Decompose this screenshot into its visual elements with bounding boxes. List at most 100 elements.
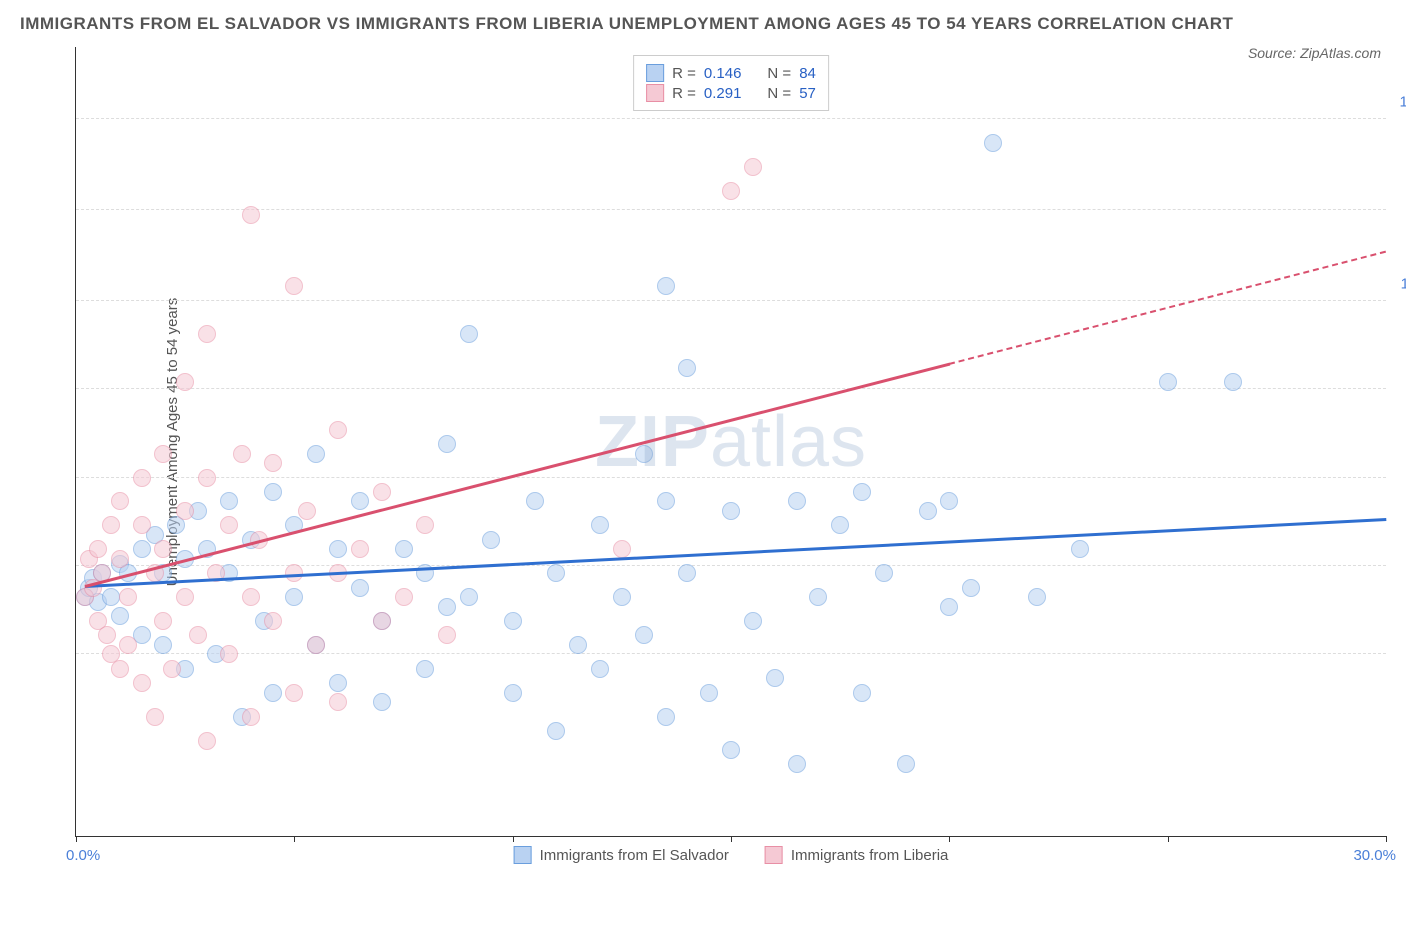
legend-swatch-blue [514,846,532,864]
scatter-point [285,277,303,295]
watermark: ZIPatlas [595,401,867,483]
x-tick [1386,836,1387,842]
scatter-point [678,564,696,582]
scatter-point [98,626,116,644]
plot-area: ZIPatlas R = 0.146 N = 84 R = 0.291 N = … [75,47,1386,837]
legend-swatch-pink [646,84,664,102]
scatter-point [163,660,181,678]
scatter-point [875,564,893,582]
gridline [76,388,1386,389]
scatter-point [102,588,120,606]
scatter-point [111,660,129,678]
legend-swatch-pink [765,846,783,864]
scatter-point [416,660,434,678]
scatter-point [119,636,137,654]
scatter-point [220,645,238,663]
legend-item: Immigrants from Liberia [765,846,949,864]
scatter-point [329,421,347,439]
scatter-point [298,502,316,520]
scatter-point [591,660,609,678]
scatter-point [853,684,871,702]
legend-stats-row: R = 0.146 N = 84 [646,64,816,82]
scatter-point [613,588,631,606]
scatter-point [744,158,762,176]
legend-stats: R = 0.146 N = 84 R = 0.291 N = 57 [633,55,829,111]
x-tick [1168,836,1169,842]
y-tick-label: 7.5% [1392,452,1406,469]
scatter-point [351,540,369,558]
x-axis-min-label: 0.0% [66,847,100,864]
legend-stats-row: R = 0.291 N = 57 [646,84,816,102]
scatter-point [264,612,282,630]
n-label: N = [767,65,791,82]
x-tick [76,836,77,842]
legend-item: Immigrants from El Salvador [514,846,729,864]
scatter-point [133,469,151,487]
scatter-point [351,579,369,597]
scatter-point [613,540,631,558]
scatter-point [919,502,937,520]
scatter-point [329,540,347,558]
scatter-point [1071,540,1089,558]
scatter-point [242,588,260,606]
scatter-point [657,492,675,510]
scatter-point [744,612,762,630]
gridline [76,118,1386,119]
scatter-point [722,502,740,520]
scatter-point [111,550,129,568]
scatter-point [1224,373,1242,391]
scatter-point [416,516,434,534]
legend-swatch-blue [646,64,664,82]
trend-line [949,251,1386,365]
scatter-point [154,540,172,558]
scatter-point [504,612,522,630]
r-value-pink: 0.291 [704,85,742,102]
scatter-point [373,483,391,501]
x-tick [731,836,732,842]
scatter-point [198,469,216,487]
scatter-point [438,598,456,616]
scatter-point [853,483,871,501]
scatter-point [198,325,216,343]
scatter-point [220,516,238,534]
scatter-point [351,492,369,510]
legend-series: Immigrants from El Salvador Immigrants f… [514,846,949,864]
scatter-point [133,674,151,692]
scatter-point [264,684,282,702]
scatter-point [198,732,216,750]
scatter-point [233,445,251,463]
scatter-point [176,502,194,520]
scatter-point [460,325,478,343]
scatter-point [285,588,303,606]
scatter-point [547,722,565,740]
x-tick [294,836,295,842]
scatter-point [242,206,260,224]
scatter-point [119,588,137,606]
scatter-point [102,516,120,534]
scatter-point [154,445,172,463]
scatter-point [700,684,718,702]
scatter-point [176,373,194,391]
scatter-point [482,531,500,549]
x-tick [949,836,950,842]
scatter-point [1028,588,1046,606]
y-tick-label: 3.8% [1392,629,1406,646]
scatter-point [722,741,740,759]
scatter-point [438,626,456,644]
scatter-point [940,598,958,616]
scatter-point [591,516,609,534]
legend-label: Immigrants from El Salvador [540,847,729,864]
scatter-point [438,435,456,453]
scatter-point [1159,373,1177,391]
y-tick-label: 11.2% [1392,275,1406,292]
n-label: N = [767,85,791,102]
scatter-point [962,579,980,597]
scatter-point [373,693,391,711]
scatter-point [395,588,413,606]
scatter-point [307,445,325,463]
scatter-point [395,540,413,558]
x-tick [513,836,514,842]
scatter-point [242,708,260,726]
scatter-point [154,612,172,630]
y-tick-label: 15.0% [1392,93,1406,110]
